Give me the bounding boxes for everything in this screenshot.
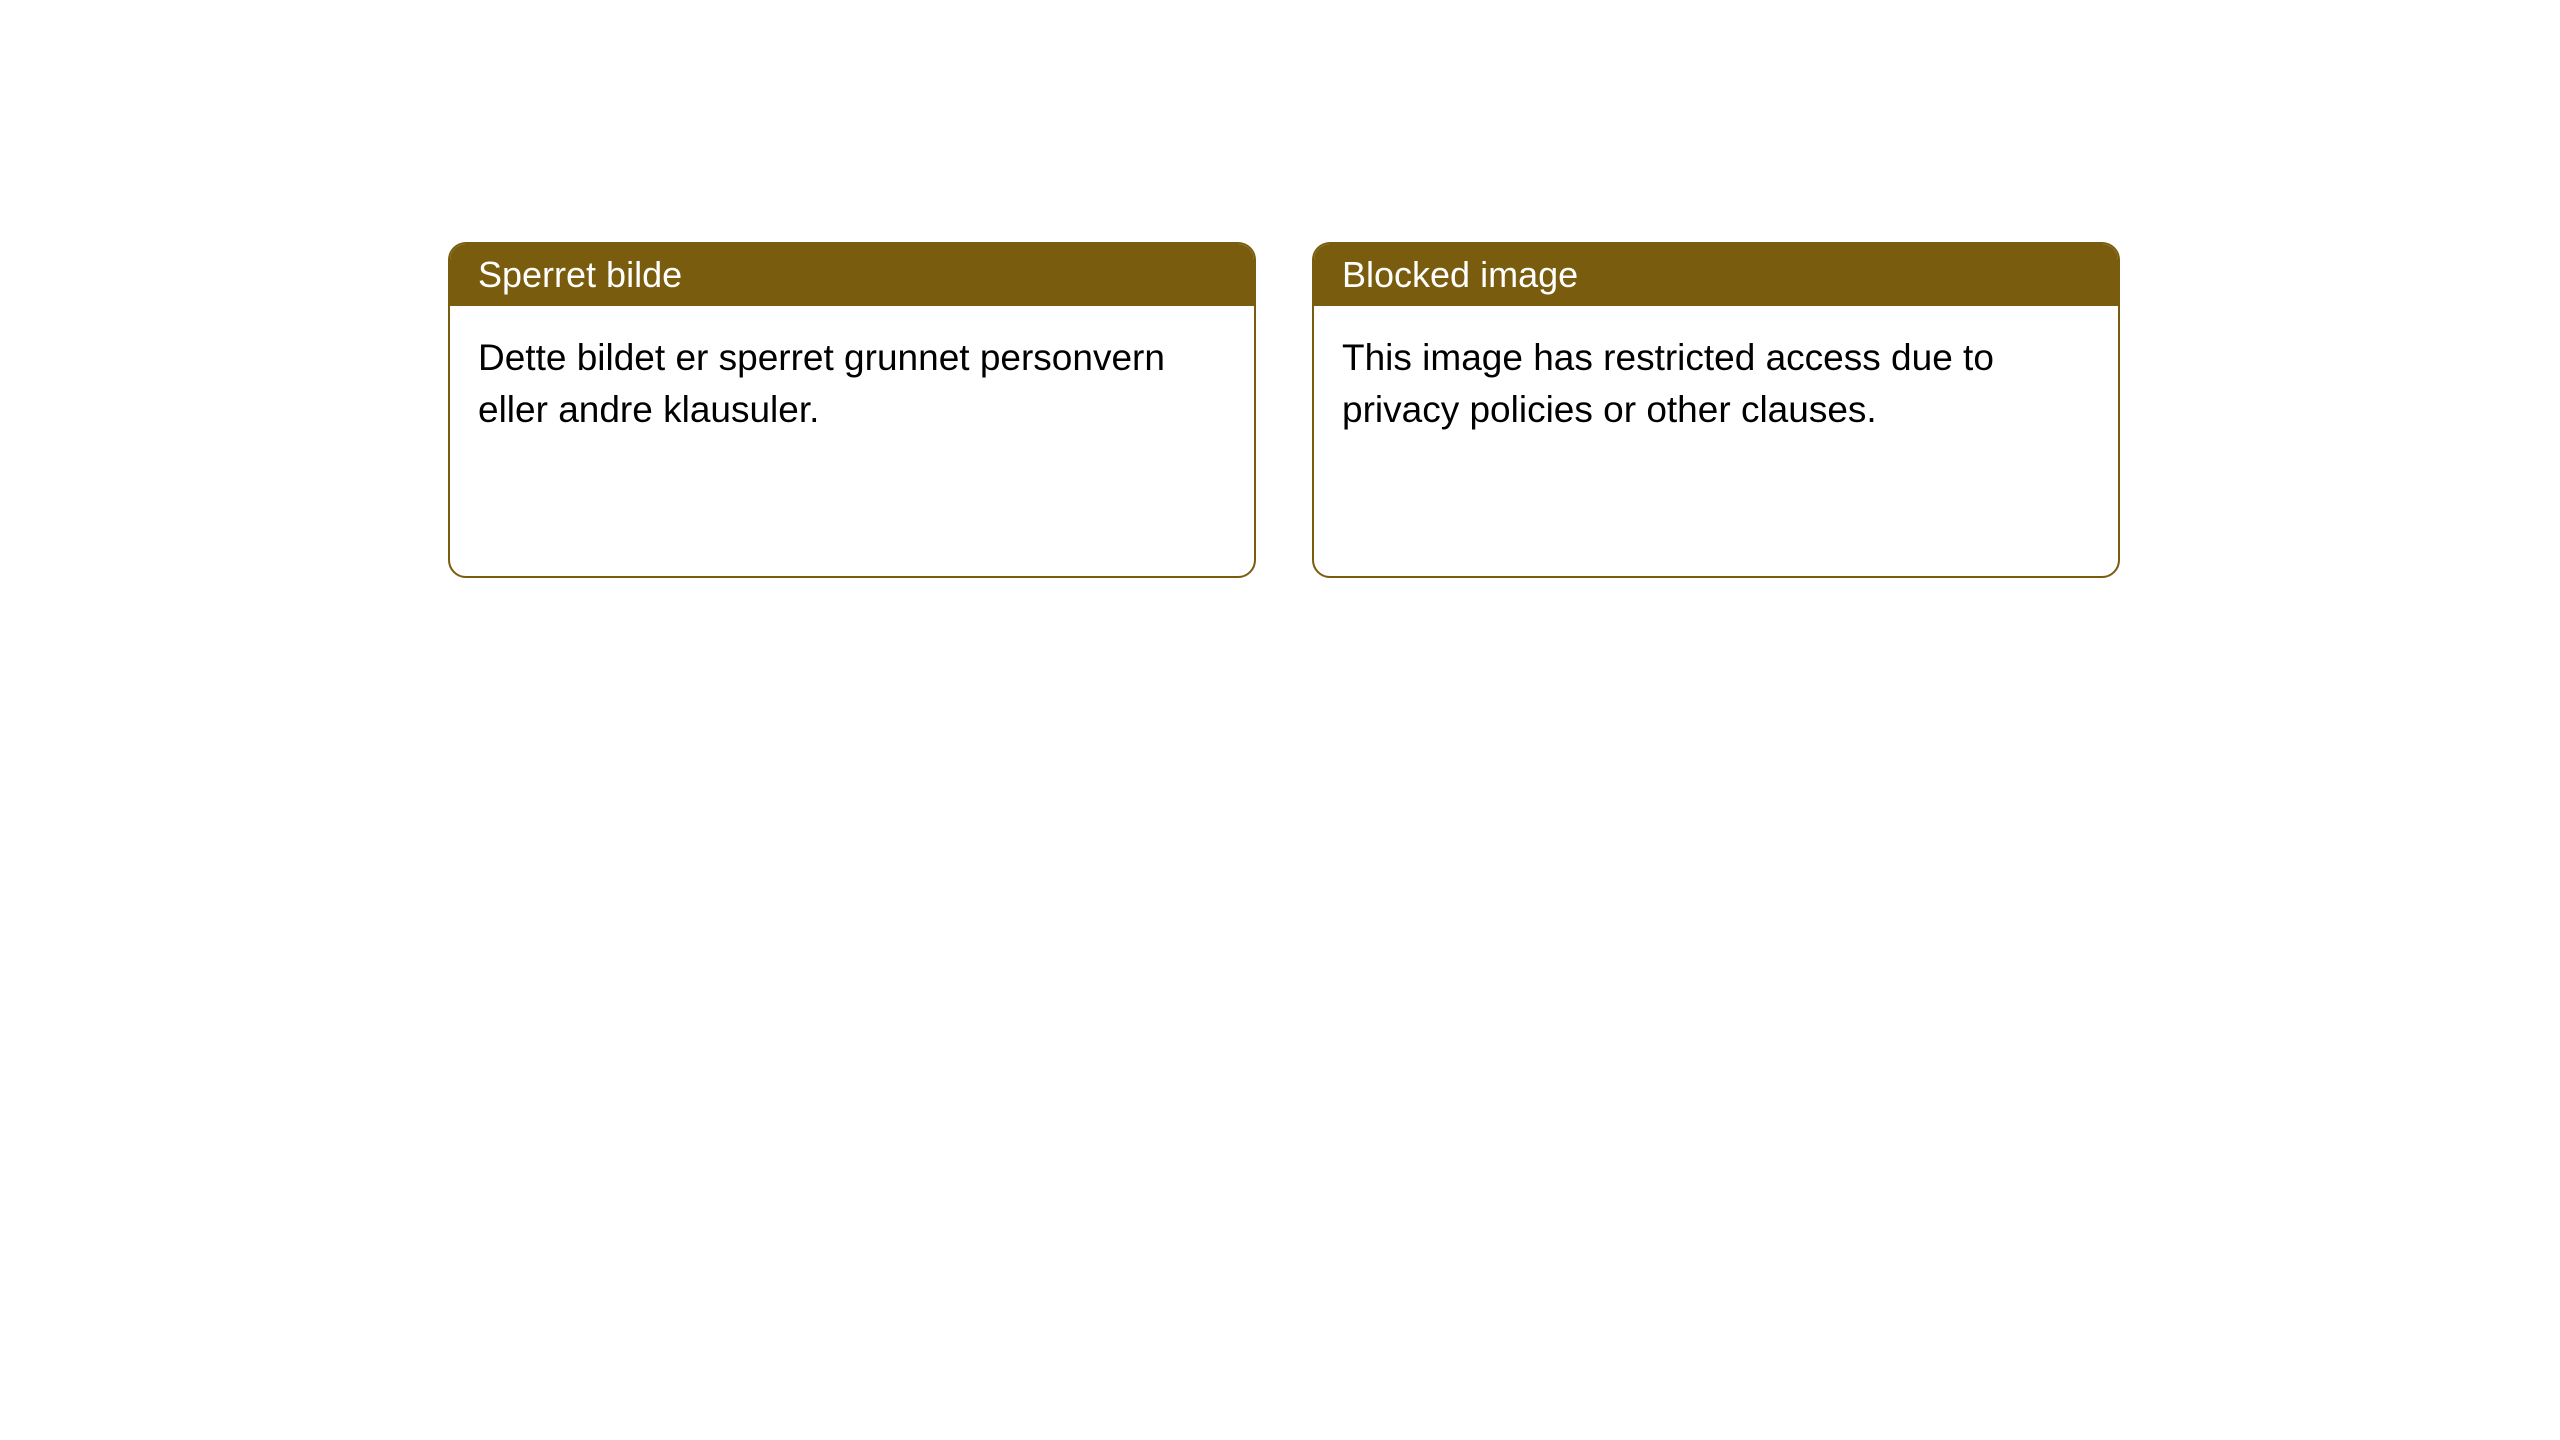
card-header-english: Blocked image	[1314, 244, 2118, 306]
card-body-norwegian: Dette bildet er sperret grunnet personve…	[450, 306, 1254, 462]
blocked-image-card-norwegian: Sperret bilde Dette bildet er sperret gr…	[448, 242, 1256, 578]
card-header-norwegian: Sperret bilde	[450, 244, 1254, 306]
card-body-english: This image has restricted access due to …	[1314, 306, 2118, 462]
blocked-image-card-english: Blocked image This image has restricted …	[1312, 242, 2120, 578]
notice-container: Sperret bilde Dette bildet er sperret gr…	[0, 0, 2560, 578]
